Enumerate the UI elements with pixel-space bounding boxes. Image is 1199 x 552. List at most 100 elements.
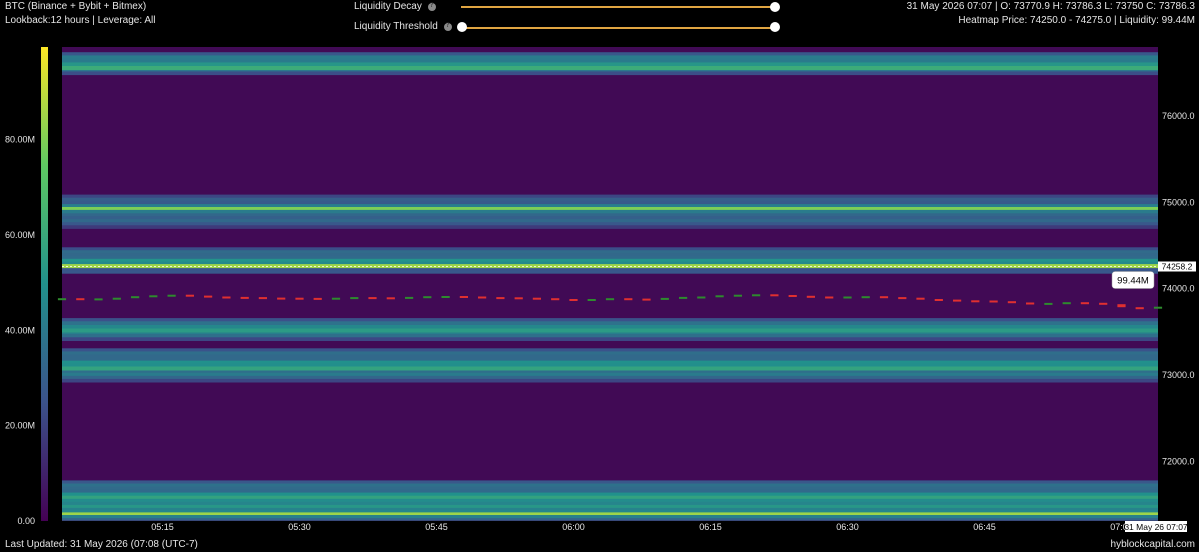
price-candle [569,299,578,301]
heatmap-band [62,222,1158,226]
heatmap-band [62,501,1158,506]
heatmap-band [62,58,1158,63]
info-icon[interactable] [444,21,452,31]
price-candle [1080,302,1089,305]
last-updated: Last Updated: 31 May 2026 (07:08 (UTC-7) [5,539,198,550]
heatmap-band [62,328,1158,333]
price-candle [898,297,907,300]
heatmap-band [62,354,1158,358]
price-candle [313,297,322,300]
price-candle [788,295,797,297]
price-candle [1099,302,1108,305]
tooltip-box [1111,271,1155,289]
heatmap-band [62,197,1158,202]
heatmap-band [62,492,1158,497]
heatmap-band [62,366,1158,371]
price-candle [258,297,267,300]
heatmap-band [62,62,1158,67]
heatmap-band [62,213,1158,217]
colorbar [41,47,48,521]
price-candle [295,297,304,300]
heatmap-band [62,360,1158,365]
x-tick-label: 06:15 [699,522,722,532]
current-price-label-bg [1158,261,1196,272]
liquidity-decay-slider[interactable] [461,6,775,8]
price-candle [679,296,688,299]
price-candle [112,297,121,300]
heatmap-band [62,489,1158,494]
heatmap-background [62,47,1158,521]
price-candle [770,294,779,297]
liquidity-decay-thumb[interactable] [770,2,780,12]
price-candle [697,296,706,299]
price-candle [642,298,651,301]
price-candle [861,296,870,299]
info-icon[interactable] [428,1,436,11]
price-candle [532,297,541,300]
x-last-label: 31 May 26 07:07 [1124,522,1188,532]
heatmap-band [62,486,1158,491]
price-candle [441,296,450,298]
price-candle [843,296,852,299]
price-candle [185,294,194,297]
tooltip-value: 99.44M [1117,276,1149,287]
liquidity-threshold-max-thumb[interactable] [770,22,780,32]
heatmap-band [62,194,1158,199]
heatmap-band [62,200,1158,205]
heatmap-band [62,270,1158,274]
heatmap-band [62,66,1158,70]
price-candle [624,298,633,301]
heatmap-band [62,515,1158,519]
x-tick-label: 05:45 [425,522,448,532]
price-candle [222,296,231,299]
heatmap-band [62,334,1158,338]
price-candle [715,295,724,298]
price-candle [733,294,742,297]
x-tick-label: 06:45 [973,522,996,532]
heatmap-band [62,507,1158,512]
price-candle [514,297,523,300]
heatmap-band [62,71,1158,76]
price-candle [131,296,140,299]
price-candle [204,295,213,298]
heatmap-band [62,495,1158,500]
x-tick-label: 05:30 [288,522,311,532]
price-candle [587,299,596,301]
heatmap-band [62,504,1158,509]
liquidity-threshold-slider[interactable] [461,27,775,29]
colorbar-tick-label: 40.00M [5,325,35,335]
price-candle [76,298,85,301]
heatmap-band [62,225,1158,229]
chart-subtitle: Lookback:12 hours | Leverage: All [5,15,156,26]
price-candle [331,297,341,300]
heatmap-band [62,375,1158,380]
heatmap-band [62,261,1158,266]
heatmap-band [62,509,1158,513]
heatmap-band [62,55,1158,60]
price-candle [350,297,359,300]
price-candle [1026,302,1035,305]
heatmap-band [62,378,1158,383]
heatmap-band [62,204,1158,208]
liquidity-threshold-min-thumb[interactable] [457,22,467,32]
price-candle [496,297,505,300]
price-candle [660,297,669,300]
heatmap-band [62,325,1158,329]
x-tick-label: 05:15 [151,522,174,532]
price-candle [879,296,889,299]
heatmap-band [62,512,1158,516]
heatmap-band [62,483,1158,488]
price-candle [989,300,998,303]
price-candle [277,297,286,300]
price-candle [825,296,834,299]
brand-link[interactable]: hyblockcapital.com [1110,539,1195,550]
x-tick-label: 07:00 [1110,522,1133,532]
heatmap-info: Heatmap Price: 74250.0 - 74275.0 | Liqui… [958,15,1195,26]
current-price-label: 74258.2 [1162,262,1193,272]
x-last-label-bg [1125,521,1187,532]
liquidity-threshold-label: Liquidity Threshold [354,21,438,32]
price-candle [1044,302,1053,305]
price-candle [368,297,377,300]
colorbar-tick-label: 0.00 [17,516,35,526]
